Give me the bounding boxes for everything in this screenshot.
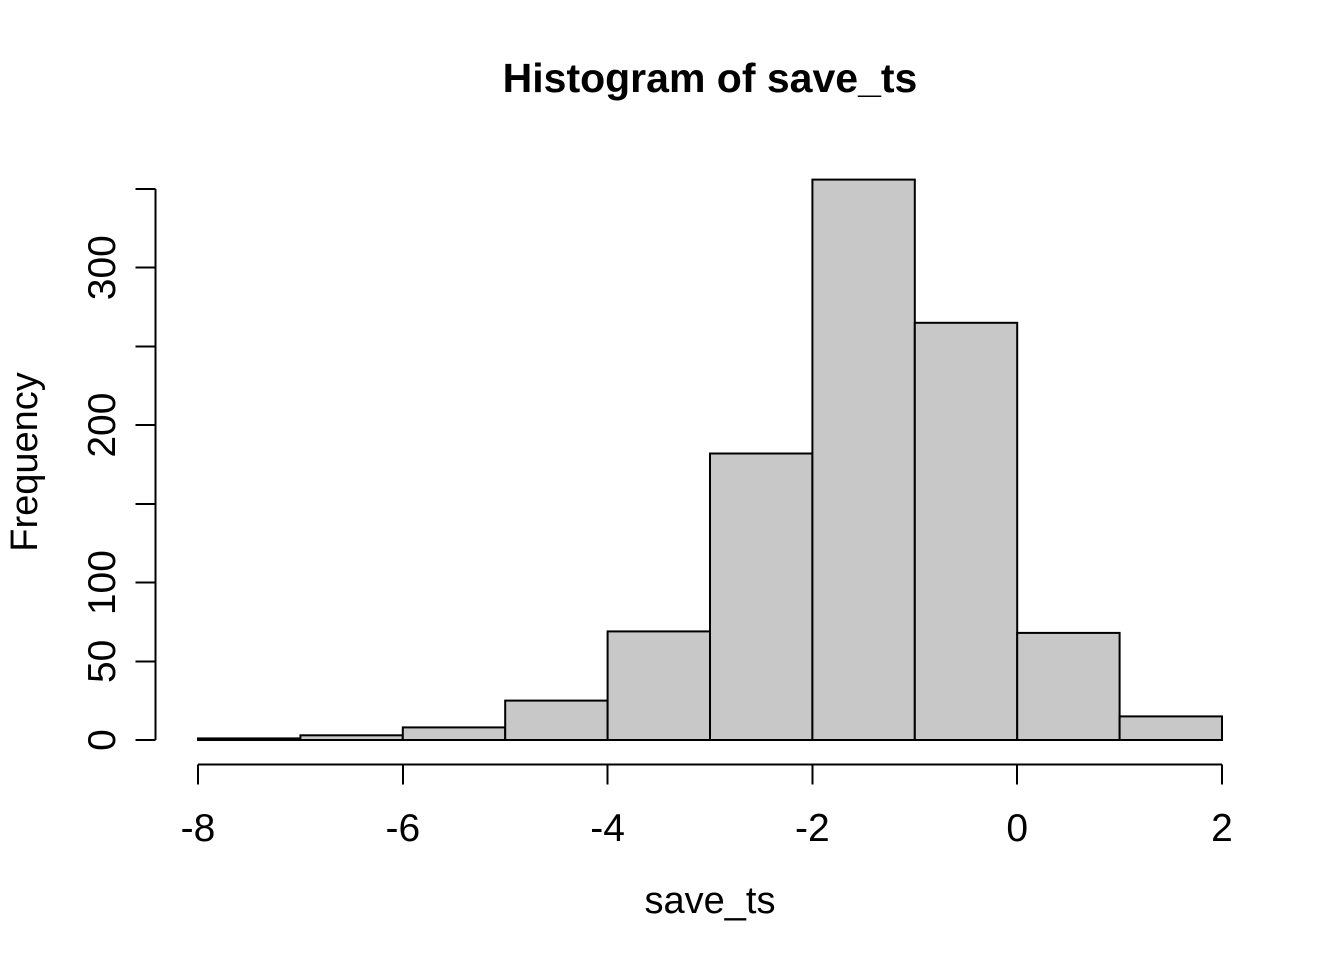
x-tick-label: -8 <box>181 807 216 850</box>
y-tick-label: 50 <box>81 640 124 683</box>
y-tick-label: 0 <box>81 729 124 751</box>
histogram-bar <box>504 699 609 741</box>
x-axis-label: save_ts <box>645 880 776 922</box>
histogram-bar <box>913 321 1019 741</box>
histogram-bar <box>709 452 814 741</box>
y-tick-label: 200 <box>81 393 124 458</box>
x-tick-label: 2 <box>1211 807 1233 850</box>
chart-title: Histogram of save_ts <box>503 55 918 101</box>
histogram-bar <box>606 630 711 742</box>
x-tick-label: 0 <box>1006 807 1028 850</box>
bars-group <box>197 178 1223 742</box>
histogram-bar <box>299 734 404 741</box>
x-tick-label: -6 <box>385 807 420 850</box>
x-tick-label: -2 <box>795 807 830 850</box>
axes-group <box>135 188 1223 785</box>
y-tick-label: 100 <box>81 550 124 615</box>
tick-labels-group: -8 -6 -4 -2 0 2 0 50 100 200 300 <box>81 235 1233 850</box>
x-tick-label: -4 <box>590 807 625 850</box>
y-axis-label: Frequency <box>4 372 46 552</box>
histogram-bar <box>197 737 302 742</box>
histogram-bar <box>401 726 507 742</box>
histogram-bar <box>1016 631 1121 742</box>
histogram-bar <box>811 178 916 742</box>
histogram-bar <box>1118 715 1223 742</box>
y-tick-label: 300 <box>81 235 124 300</box>
